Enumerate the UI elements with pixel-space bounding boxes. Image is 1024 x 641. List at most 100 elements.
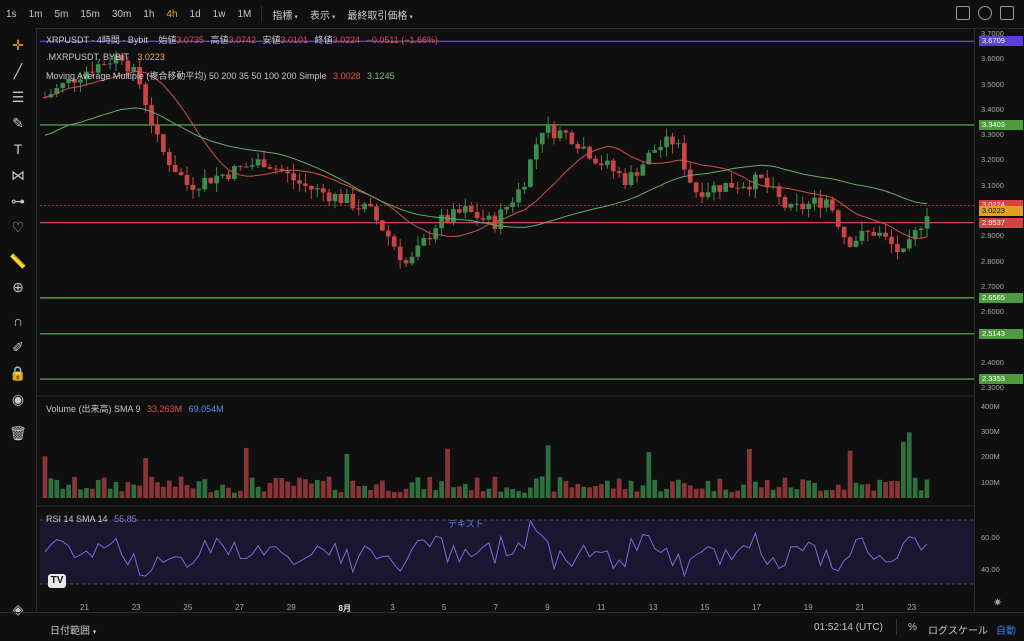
price-scale[interactable]: 3.7000 3.6000 3.5000 3.4000 3.3000 3.2000 3.10… bbox=[974, 28, 1024, 612]
lock-draw-icon[interactable]: ✐ bbox=[12, 338, 24, 355]
menu-2[interactable]: 最終取引価格 ▾ bbox=[341, 7, 419, 22]
object-tree-icon[interactable]: ◈ bbox=[12, 600, 24, 617]
text-icon[interactable]: T bbox=[13, 141, 23, 157]
timeframe-5m[interactable]: 5m bbox=[54, 8, 69, 20]
volume-bar bbox=[575, 483, 581, 498]
time-axis[interactable]: 21 23 25 27 29 8月 3 5 7 9 11 13 15 17 19 21 23 bbox=[36, 597, 974, 613]
candle bbox=[350, 193, 356, 209]
volume-bar bbox=[214, 490, 219, 498]
pattern-icon[interactable]: ⋈ bbox=[11, 166, 25, 183]
candle bbox=[457, 209, 462, 213]
chart-canvas[interactable] bbox=[36, 28, 974, 612]
auto-scale-toggle[interactable]: 自動 bbox=[996, 626, 1016, 637]
time-tick: 13 bbox=[648, 603, 658, 612]
price-tick: 2.7000 bbox=[981, 281, 1004, 291]
magnet-icon[interactable]: ∩ bbox=[12, 313, 24, 329]
volume-bar bbox=[95, 480, 101, 498]
ruler-icon[interactable]: 📏 bbox=[9, 252, 27, 269]
percent-toggle[interactable]: % bbox=[908, 622, 917, 633]
candle bbox=[504, 207, 510, 210]
volume-bar bbox=[516, 491, 521, 498]
zoom-icon[interactable]: ⊕ bbox=[12, 278, 24, 295]
heart-icon[interactable]: ♡ bbox=[11, 218, 25, 235]
candle bbox=[758, 174, 764, 178]
timeframe-1h[interactable]: 1h bbox=[143, 8, 155, 20]
volume-bar bbox=[297, 477, 302, 498]
volume-bar bbox=[220, 484, 225, 498]
timeframe-1w[interactable]: 1w bbox=[212, 8, 226, 20]
chart-area[interactable]: XRPUSDT · 4時間 · Bybit 始値3.0735 高値3.0742 … bbox=[36, 28, 974, 612]
time-tick: 5 bbox=[441, 603, 447, 612]
volume-bar bbox=[835, 484, 841, 498]
volume-bar bbox=[794, 489, 800, 498]
fullscreen-icon[interactable] bbox=[1000, 6, 1014, 20]
camera-icon[interactable] bbox=[956, 6, 970, 20]
lock-icon[interactable]: 🔒 bbox=[9, 364, 27, 381]
timeframe-1s[interactable]: 1s bbox=[6, 8, 17, 20]
timeframe-30m[interactable]: 30m bbox=[111, 8, 132, 20]
menu-1[interactable]: 表示 ▾ bbox=[304, 7, 342, 22]
trend-line-icon[interactable]: ╱ bbox=[13, 62, 23, 79]
volume-bar bbox=[356, 486, 362, 498]
trash-icon[interactable]: 🗑 bbox=[9, 424, 27, 441]
volume-bar bbox=[829, 489, 835, 498]
candle bbox=[670, 136, 675, 145]
timeframe-15m[interactable]: 15m bbox=[80, 8, 100, 20]
candle bbox=[89, 71, 95, 73]
candle bbox=[397, 246, 403, 261]
volume-bar bbox=[457, 486, 462, 498]
fib-icon[interactable]: ☰ bbox=[11, 88, 25, 105]
volume-bar bbox=[113, 482, 119, 498]
candle bbox=[326, 192, 332, 202]
volume-bar bbox=[782, 477, 788, 498]
measure-icon[interactable]: ⊶ bbox=[11, 192, 25, 209]
open-label: 始値 bbox=[158, 35, 177, 45]
timeframe-1M[interactable]: 1M bbox=[237, 8, 252, 20]
candle bbox=[338, 193, 344, 203]
volume-bar bbox=[48, 478, 54, 498]
eye-icon[interactable]: ◉ bbox=[11, 390, 25, 407]
log-scale-toggle[interactable]: ログスケール bbox=[928, 626, 988, 637]
volume-bar bbox=[362, 485, 367, 498]
timeframe-1d[interactable]: 1d bbox=[189, 8, 201, 20]
timeframe-1m[interactable]: 1m bbox=[28, 8, 43, 20]
candle bbox=[202, 177, 208, 190]
brush-icon[interactable]: ✎ bbox=[12, 114, 24, 131]
candle bbox=[539, 132, 545, 145]
volume-bar bbox=[646, 452, 652, 498]
candle bbox=[829, 199, 835, 211]
volume-bar bbox=[89, 488, 95, 498]
volume-bar bbox=[699, 488, 705, 498]
ma-red-line bbox=[44, 70, 928, 239]
candle bbox=[569, 132, 575, 145]
price-tick: 2.8000 bbox=[981, 256, 1004, 266]
candle bbox=[599, 163, 604, 166]
volume-bar bbox=[486, 488, 492, 498]
volume-bar bbox=[764, 480, 770, 498]
menu-0[interactable]: 指標 ▾ bbox=[266, 7, 304, 22]
axis-settings-icon[interactable]: ✷ bbox=[993, 597, 1003, 609]
volume-bar bbox=[912, 477, 918, 498]
high-label: 高値 bbox=[210, 35, 229, 45]
volume-bar bbox=[125, 482, 131, 498]
time-tick: 23 bbox=[131, 603, 141, 612]
ma-green-line bbox=[44, 107, 928, 228]
candle bbox=[468, 206, 474, 213]
volume-legend: Volume (出来高) SMA 9 33.263M 69.054M bbox=[46, 402, 224, 415]
top-toolbar: 1s 1m 5m 15m 30m 1h 4h 1d 1w 1M 指標 ▾ 表示 ▾ 最終取引価格 ▾ bbox=[0, 0, 1024, 29]
candle bbox=[421, 237, 427, 246]
date-range-button[interactable]: 日付範囲 ▾ bbox=[50, 622, 96, 637]
time-tick: 19 bbox=[803, 603, 813, 612]
candle bbox=[622, 173, 628, 185]
crosshair-icon[interactable]: ✛ bbox=[12, 36, 24, 53]
candle bbox=[433, 228, 439, 240]
volume-bar bbox=[865, 483, 871, 498]
candle bbox=[403, 260, 409, 264]
rsi-text-annotation[interactable]: テキスト bbox=[448, 519, 484, 529]
candle bbox=[818, 197, 823, 208]
price-tick: 2.9000 bbox=[981, 231, 1004, 241]
time-tick: 23 bbox=[907, 603, 917, 612]
candle bbox=[563, 130, 569, 133]
timeframe-4h[interactable]: 4h bbox=[166, 8, 178, 20]
settings-icon[interactable] bbox=[978, 6, 992, 20]
